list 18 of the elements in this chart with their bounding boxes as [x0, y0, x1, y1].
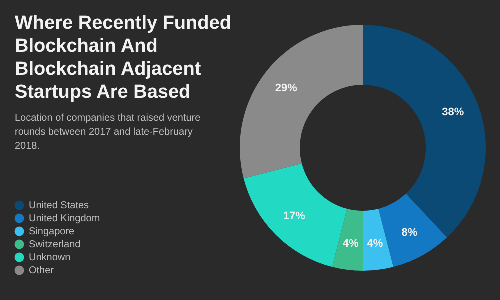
- donut-slice: [240, 25, 363, 179]
- donut-slice: [363, 209, 394, 271]
- text: Where Recently Funded Blockchain And Blockchain Adjacent Startups Are Based: [15, 12, 232, 104]
- legend-label: Other: [29, 266, 55, 276]
- data-label: 4%: [342, 238, 360, 250]
- text: Location of companies that raised venture rounds between 2017 and late-February 2018.: [15, 112, 202, 154]
- data-label: 38%: [442, 106, 464, 118]
- legend-label: United Kingdom: [29, 214, 100, 224]
- data-label: 8%: [402, 227, 418, 239]
- data-label: 17%: [283, 210, 306, 223]
- donut-slice: [332, 209, 363, 271]
- data-label: 29%: [275, 82, 298, 95]
- donut-slice: [363, 25, 486, 238]
- data-label: 4%: [367, 238, 384, 250]
- legend-label: Unknown: [29, 252, 71, 264]
- legend-label: Singapore: [29, 226, 76, 238]
- legend-label: United States: [29, 200, 90, 212]
- legend-label: Switzerland: [29, 240, 81, 250]
